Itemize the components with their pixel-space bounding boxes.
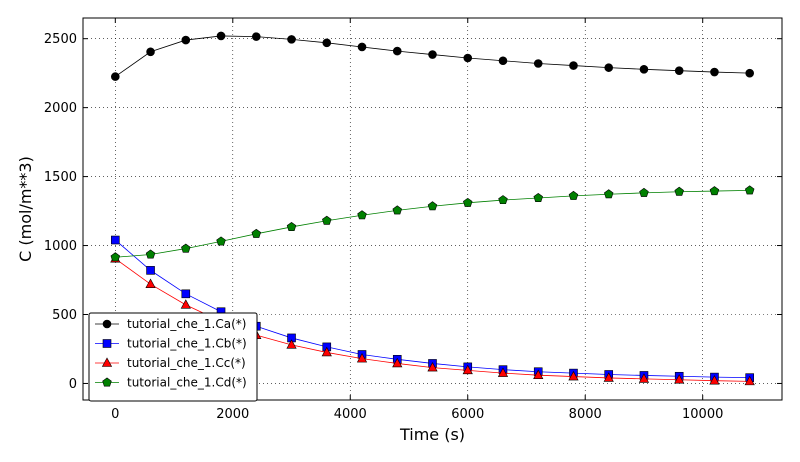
data-point	[145, 249, 156, 259]
data-point	[321, 346, 332, 357]
x-axis-label: Time (s)	[399, 425, 465, 444]
y-tick-label: 2500	[44, 32, 77, 47]
legend-label: tutorial_che_1.Ca(*)	[127, 317, 246, 331]
data-point	[356, 352, 368, 363]
data-point	[110, 252, 121, 262]
y-axis-label: C (mol/m**3)	[16, 156, 35, 262]
data-point	[322, 215, 332, 225]
data-point	[462, 364, 473, 375]
legend-label: tutorial_che_1.Cc(*)	[127, 356, 246, 370]
legend-entry: tutorial_che_1.Cd(*)	[95, 376, 247, 390]
data-point	[568, 190, 579, 200]
legend-box	[88, 312, 258, 402]
data-point	[533, 59, 543, 68]
ticks: 0 2000 4000 6000 8000 10000 0 500 1000 1500 2000 25…	[44, 18, 782, 422]
data-point	[216, 31, 226, 41]
legend-entry: tutorial_che_1.Cb(*)	[95, 337, 247, 351]
data-point	[463, 197, 473, 207]
x-tick-label: 8000	[569, 407, 602, 422]
data-point	[638, 373, 650, 383]
data-point	[498, 195, 508, 205]
y-tick-label: 500	[52, 308, 77, 323]
plot-frame	[82, 17, 783, 401]
data-point	[392, 357, 403, 368]
data-point	[180, 299, 191, 309]
data-point	[251, 228, 262, 238]
data-point	[639, 65, 649, 74]
data-point	[181, 289, 191, 299]
data-point	[111, 72, 120, 81]
data-point	[674, 66, 684, 75]
legend-entry: tutorial_che_1.Cc(*)	[95, 356, 246, 370]
data-point	[674, 186, 684, 196]
x-tick-label: 4000	[334, 407, 367, 422]
data-point	[427, 361, 438, 372]
data-point	[639, 187, 649, 197]
data-point	[286, 221, 297, 231]
data-point	[744, 185, 755, 195]
x-tick-label: 2000	[216, 407, 249, 422]
data-point	[744, 375, 755, 386]
data-point	[498, 56, 508, 66]
data-point	[568, 370, 579, 381]
legend-marker	[102, 339, 112, 348]
y-tick-label: 1500	[44, 170, 77, 185]
data-point	[427, 201, 438, 211]
data-point	[392, 205, 402, 215]
data-point	[146, 47, 155, 57]
data-point	[604, 63, 614, 72]
x-tick-label: 0	[111, 407, 119, 422]
data-point	[569, 61, 578, 70]
y-tick-label: 1000	[44, 239, 77, 254]
legend-label: tutorial_che_1.Cd(*)	[127, 376, 247, 390]
data-point	[674, 374, 685, 384]
data-point	[709, 375, 720, 385]
x-tick-label: 6000	[451, 407, 484, 422]
data-point	[111, 235, 120, 245]
y-tick-label: 2000	[44, 101, 77, 116]
data-point	[428, 50, 437, 59]
data-point	[463, 53, 473, 63]
data-point	[146, 266, 155, 275]
y-tick-label: 0	[69, 377, 77, 392]
legend-marker	[102, 319, 112, 329]
data-point	[745, 68, 754, 78]
series-0	[111, 31, 754, 81]
legend-label: tutorial_che_1.Cb(*)	[127, 337, 247, 351]
data-point	[216, 236, 226, 246]
series-3	[110, 185, 755, 262]
data-point	[392, 46, 402, 56]
data-point	[145, 278, 156, 288]
legend-marker	[102, 377, 112, 387]
data-point	[287, 35, 296, 44]
data-point	[709, 186, 720, 196]
data-point	[357, 42, 367, 52]
data-point	[710, 67, 719, 77]
data-point	[286, 339, 297, 349]
legend: tutorial_che_1.Ca(*) tutorial_che_1.Cb(*)…	[88, 312, 258, 402]
data-point	[603, 372, 614, 382]
data-point	[603, 189, 614, 199]
data-point	[181, 35, 191, 45]
legend-marker	[101, 357, 113, 367]
data-point	[533, 369, 544, 379]
data-point	[533, 192, 543, 202]
data-point	[251, 32, 261, 41]
legend-entry: tutorial_che_1.Ca(*)	[95, 317, 246, 331]
data-point	[181, 243, 191, 253]
x-tick-label: 10000	[682, 407, 723, 422]
data-point	[322, 38, 332, 48]
data-point	[357, 210, 367, 220]
data-point	[497, 367, 509, 377]
series-layer	[110, 31, 755, 386]
